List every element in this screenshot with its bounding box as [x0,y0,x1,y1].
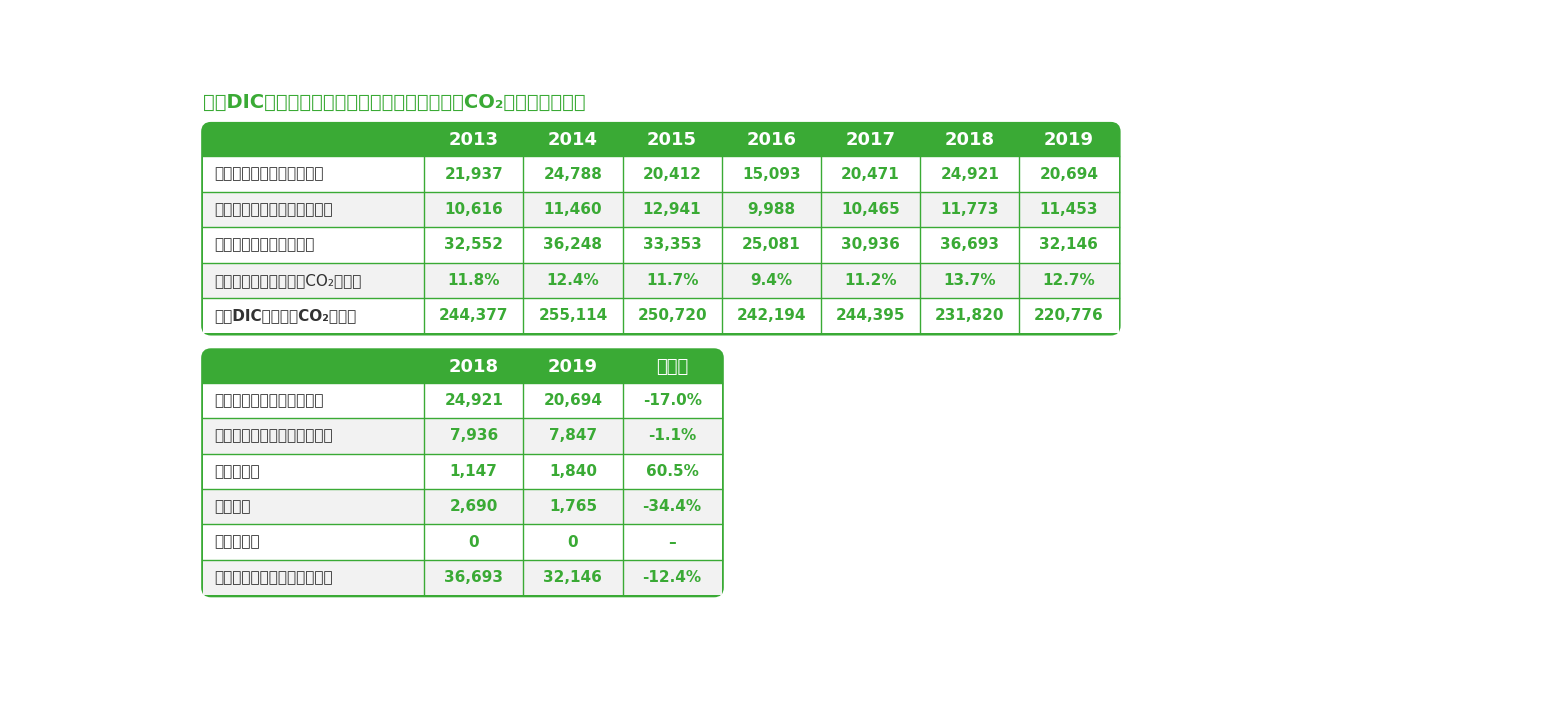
Text: 11,773: 11,773 [940,202,999,217]
Bar [203,263,1118,298]
Text: 11,453: 11,453 [1040,202,1098,217]
Text: 7,847: 7,847 [549,429,597,443]
Text: 2019: 2019 [547,357,597,376]
Text: 9.4%: 9.4% [751,273,793,288]
Text: 1,147: 1,147 [450,464,497,479]
Text: 2,690: 2,690 [449,499,497,514]
Text: 2015: 2015 [647,131,698,149]
Text: 24,921: 24,921 [444,393,504,408]
Text: 2013: 2013 [449,131,499,149]
Text: 231,820: 231,820 [935,309,1004,323]
Bar [203,383,721,418]
Text: 20,412: 20,412 [643,167,702,181]
FancyBboxPatch shape [203,124,1118,333]
Text: 20,694: 20,694 [543,393,602,408]
Text: 11.2%: 11.2% [845,273,896,288]
Text: 10,465: 10,465 [841,202,899,217]
Text: 国内再生エネルギー（合計）: 国内再生エネルギー（合計） [214,570,333,585]
Bar [203,525,721,560]
Text: 36,693: 36,693 [940,237,999,252]
Bar [203,298,1118,333]
Bar [203,366,721,383]
Text: 再生エネルギー（電気利用）: 再生エネルギー（電気利用） [214,202,333,217]
Text: 25,081: 25,081 [741,237,801,252]
Text: 32,146: 32,146 [543,570,602,585]
Text: 2017: 2017 [846,131,896,149]
Text: -1.1%: -1.1% [647,429,696,443]
Text: 30,936: 30,936 [841,237,899,252]
Text: -34.4%: -34.4% [643,499,702,514]
Text: 風力発電: 風力発電 [214,499,250,514]
FancyBboxPatch shape [203,124,1118,156]
FancyBboxPatch shape [203,350,721,383]
Text: 2018: 2018 [449,357,499,376]
FancyBboxPatch shape [203,350,721,595]
Text: 244,377: 244,377 [439,309,508,323]
Text: 15,093: 15,093 [741,167,801,181]
Text: 250,720: 250,720 [637,309,707,323]
Bar [203,192,1118,227]
Text: 244,395: 244,395 [835,309,906,323]
Text: 242,194: 242,194 [737,309,805,323]
Text: -17.0%: -17.0% [643,393,702,408]
Text: 24,788: 24,788 [543,167,602,181]
Text: 10,616: 10,616 [444,202,504,217]
Text: バイオマス燃料（熱利用）: バイオマス燃料（熱利用） [214,393,324,408]
Text: 20,694: 20,694 [1040,167,1098,181]
Text: 0: 0 [568,534,579,549]
Bar [203,418,721,453]
Bar [203,560,721,595]
Bar [203,140,1118,156]
Text: 2016: 2016 [746,131,796,149]
Text: 220,776: 220,776 [1034,309,1104,323]
Text: 再生エネルギー（熱利用）: 再生エネルギー（熱利用） [214,167,324,181]
Text: 60.5%: 60.5% [646,464,699,479]
Text: -12.4%: -12.4% [643,570,702,585]
Text: 20,471: 20,471 [841,167,899,181]
Text: 増減率: 増減率 [655,357,688,376]
Text: 12,941: 12,941 [643,202,701,217]
Text: 24,921: 24,921 [940,167,999,181]
Bar [203,489,721,525]
Text: 7,936: 7,936 [449,429,497,443]
Bar [203,453,721,489]
Text: 255,114: 255,114 [538,309,607,323]
Text: 33,353: 33,353 [643,237,702,252]
Text: 再生エネルギーによるCO₂削減率: 再生エネルギーによるCO₂削減率 [214,273,361,288]
Text: 32,552: 32,552 [444,237,504,252]
Text: 国内DICグループCO₂排出量: 国内DICグループCO₂排出量 [214,309,357,323]
Text: 12.4%: 12.4% [546,273,599,288]
Text: 1,765: 1,765 [549,499,597,514]
Text: –: – [668,534,676,549]
Text: 13.7%: 13.7% [943,273,996,288]
Text: 11,460: 11,460 [544,202,602,217]
Text: 9,988: 9,988 [748,202,796,217]
Bar [203,227,1118,263]
Text: 2018: 2018 [945,131,995,149]
Text: 32,146: 32,146 [1040,237,1098,252]
Text: 11.7%: 11.7% [646,273,699,288]
Text: バイオマス燃料（電気利用）: バイオマス燃料（電気利用） [214,429,333,443]
Text: 2019: 2019 [1043,131,1093,149]
Text: 国内DICグループの再生可能エネルギーによるCO₂排出量削減推移: 国内DICグループの再生可能エネルギーによるCO₂排出量削減推移 [203,93,586,112]
Text: 小水力発電: 小水力発電 [214,534,260,549]
Text: 0: 0 [468,534,479,549]
Text: 12.7%: 12.7% [1043,273,1095,288]
Text: 36,693: 36,693 [444,570,504,585]
Text: 太陽光発電: 太陽光発電 [214,464,260,479]
Text: 36,248: 36,248 [543,237,602,252]
Text: 11.8%: 11.8% [447,273,500,288]
Text: 1,840: 1,840 [549,464,597,479]
Bar [203,156,1118,192]
Text: 21,937: 21,937 [444,167,504,181]
Text: 2014: 2014 [547,131,597,149]
Text: 再生エネルギー（合計）: 再生エネルギー（合計） [214,237,314,252]
